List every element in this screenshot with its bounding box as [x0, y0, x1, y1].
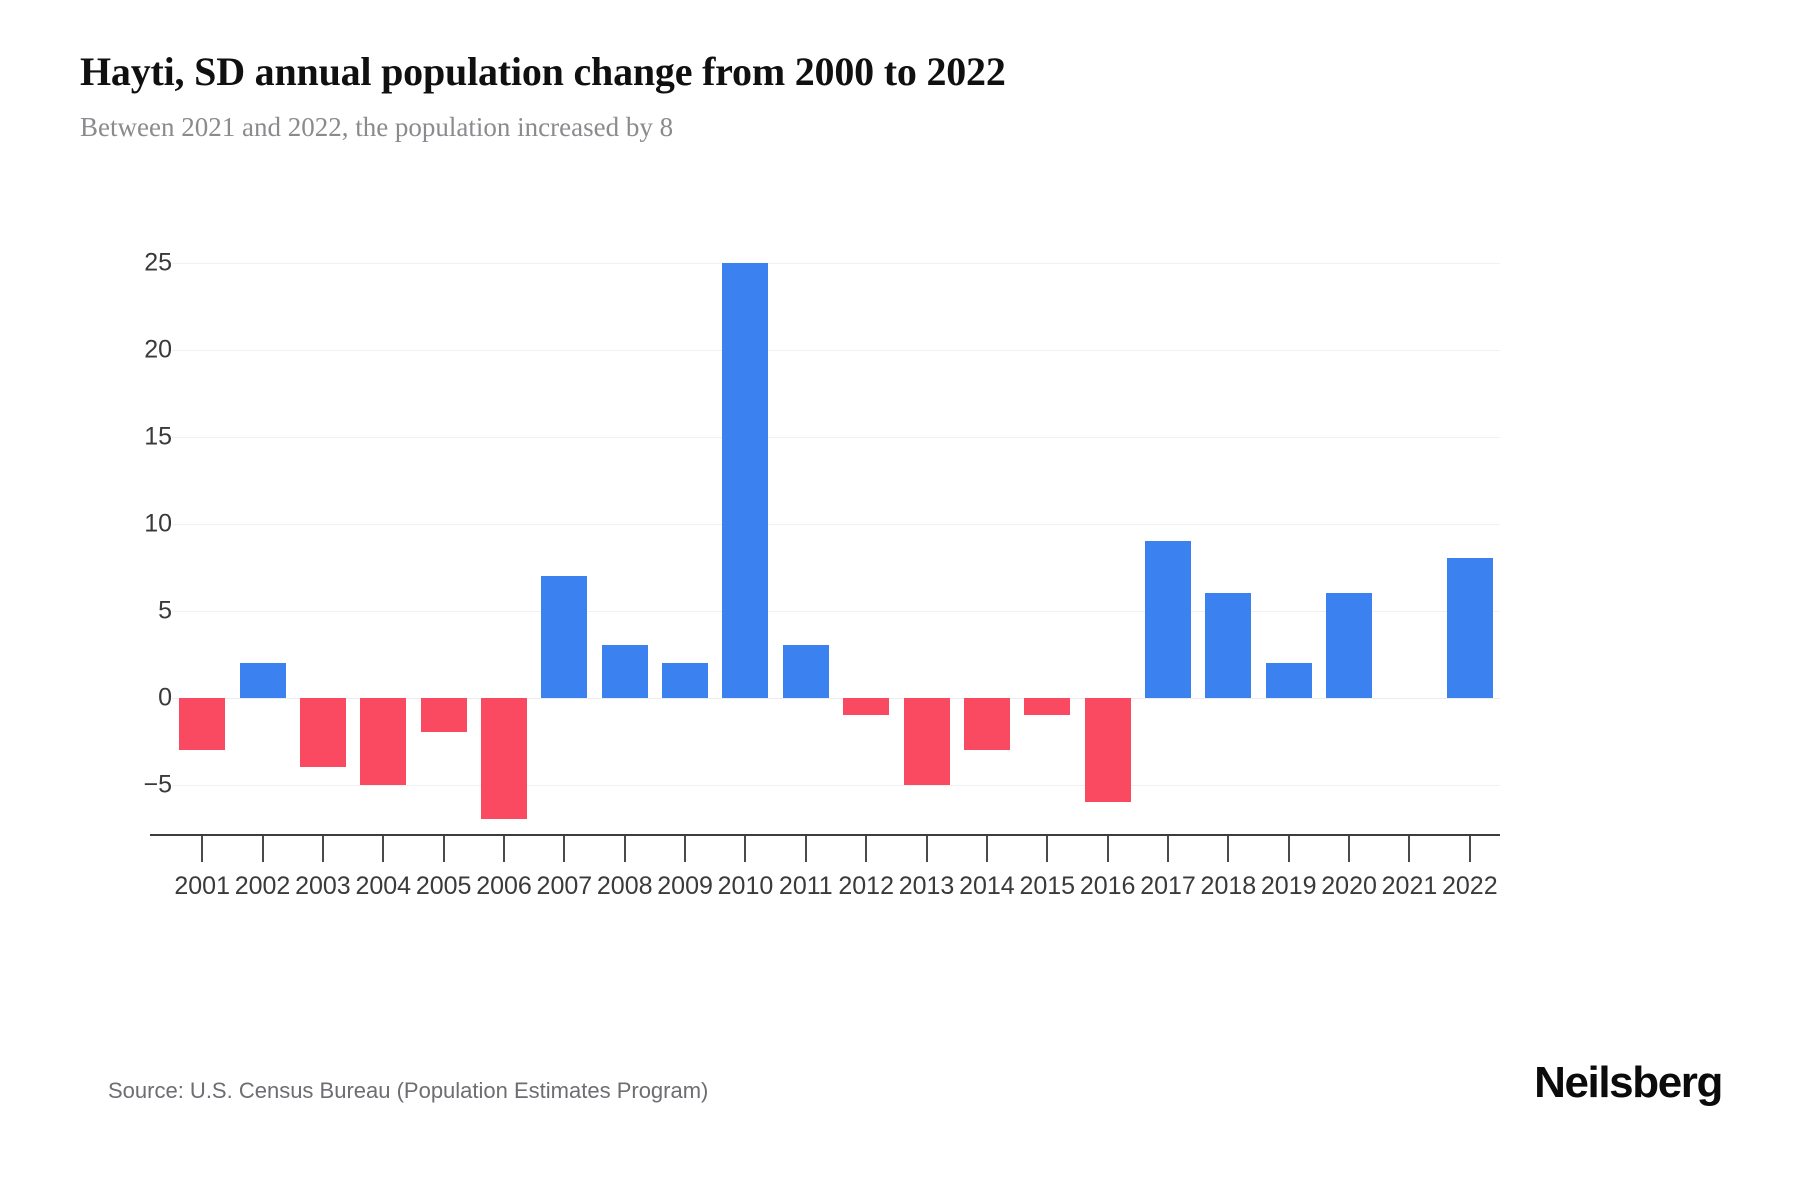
bar-2010[interactable]	[722, 262, 769, 698]
x-axis-tick-label: 2019	[1260, 872, 1317, 900]
bar-2016[interactable]	[1084, 697, 1131, 802]
x-axis-tick-label: 2021	[1381, 872, 1438, 900]
bar-2020[interactable]	[1326, 593, 1373, 698]
zero-gridline	[172, 697, 1500, 699]
x-axis-tick-label: 2018	[1200, 872, 1257, 900]
bar-2014[interactable]	[963, 697, 1010, 750]
x-axis-tick	[442, 836, 445, 862]
bar-2012[interactable]	[843, 697, 890, 715]
x-axis-tick	[1408, 836, 1411, 862]
bar-2005[interactable]	[420, 697, 467, 733]
y-axis-tick-label: −5	[143, 770, 172, 799]
x-axis-tick	[1167, 836, 1169, 862]
x-axis-tick	[1106, 836, 1109, 862]
x-axis-tick	[201, 836, 204, 862]
bar-2001[interactable]	[179, 697, 226, 750]
y-axis-tick-label: 20	[144, 335, 172, 364]
x-axis-tick-label: 2016	[1079, 872, 1136, 900]
bar-2006[interactable]	[481, 697, 527, 820]
chart-header: Hayti, SD annual population change from …	[80, 48, 1720, 144]
x-axis-tick	[1348, 836, 1351, 862]
x-axis-tick-label: 2003	[295, 872, 351, 900]
x-axis-tick-label: 2007	[536, 872, 593, 900]
y-axis-tick-label: 10	[144, 509, 172, 538]
y-axis-tick-label: 15	[144, 422, 172, 451]
x-axis-tick-label: 2004	[355, 872, 412, 900]
bar-2004[interactable]	[360, 697, 407, 785]
x-axis-tick-label: 2014	[959, 872, 1015, 900]
y-axis-labels: 25 20 15 10 5 0 −5	[0, 228, 172, 828]
x-axis-tick	[623, 836, 626, 862]
x-axis-tick	[563, 836, 566, 862]
y-axis-tick-label: 25	[144, 248, 172, 277]
y-axis-tick-label: 0	[158, 683, 172, 712]
page-title: Hayti, SD annual population change from …	[80, 49, 1006, 94]
bar-2018[interactable]	[1205, 593, 1252, 698]
bar-2017[interactable]	[1145, 541, 1191, 698]
x-axis-tick	[503, 836, 505, 862]
plot-area: 25 20 15 10 5 0 −5 2001 2002 2003 2004 2005 2006 200…	[0, 228, 1800, 908]
bar-2011[interactable]	[782, 645, 829, 698]
x-axis-tick	[865, 836, 868, 862]
y-axis-tick-label: 5	[158, 596, 172, 625]
x-axis-tick	[1227, 836, 1230, 862]
x-axis-tick-label: 2002	[234, 872, 291, 900]
gridline	[172, 523, 1500, 525]
x-axis-tick	[382, 836, 385, 862]
gridline	[172, 436, 1500, 438]
x-axis-tick-label: 2012	[838, 872, 894, 900]
x-axis-tick-label: 2006	[476, 872, 532, 900]
x-axis-tick	[925, 836, 928, 862]
x-axis-labels: 2001 2002 2003 2004 2005 2006 2007 2008 2009 2010…	[172, 872, 1500, 912]
x-axis-tick-label: 2020	[1321, 872, 1377, 900]
bar-2009[interactable]	[662, 662, 709, 698]
bar-2015[interactable]	[1024, 697, 1071, 715]
bar-2002[interactable]	[239, 662, 286, 698]
bar-2007[interactable]	[541, 575, 588, 698]
x-axis-tick-label: 2015	[1019, 872, 1076, 900]
gridline	[172, 262, 1500, 264]
bar-series	[172, 228, 1500, 828]
x-axis-tick	[744, 836, 747, 862]
chart-subtitle: Between 2021 and 2022, the population in…	[80, 112, 674, 143]
source-note: Source: U.S. Census Bureau (Population E…	[108, 1078, 709, 1103]
x-axis-tick	[804, 836, 807, 862]
x-axis-tick-label: 2022	[1442, 872, 1498, 900]
x-axis-tick-label: 2005	[415, 872, 472, 900]
x-axis-tick	[321, 836, 324, 862]
x-axis-tick-label: 2013	[898, 872, 955, 900]
bar-2022[interactable]	[1446, 558, 1493, 698]
x-axis-tick-label: 2001	[174, 872, 230, 900]
bar-2013[interactable]	[903, 697, 950, 785]
gridline	[172, 349, 1500, 351]
x-axis-line	[150, 834, 1500, 836]
x-axis-tick	[1468, 836, 1471, 862]
x-axis-tick	[985, 836, 988, 862]
bar-2008[interactable]	[601, 645, 648, 698]
brand-logo: Neilsberg	[1534, 1058, 1723, 1107]
gridline	[172, 610, 1500, 612]
x-axis-tick-label: 2010	[717, 872, 774, 900]
x-axis-tick	[1046, 836, 1049, 862]
x-axis-tick-label: 2011	[778, 872, 833, 900]
x-axis-tick	[261, 836, 264, 862]
gridline	[172, 784, 1500, 786]
bar-2019[interactable]	[1265, 662, 1312, 698]
bar-2003[interactable]	[299, 697, 346, 768]
x-axis-tick	[1287, 836, 1290, 862]
x-axis-tick	[684, 836, 687, 862]
x-axis-ticks	[172, 836, 1500, 862]
x-axis-tick-label: 2017	[1140, 872, 1196, 900]
grid-area	[172, 228, 1500, 828]
x-axis-tick-label: 2008	[596, 872, 653, 900]
x-axis-tick-label: 2009	[657, 872, 713, 900]
